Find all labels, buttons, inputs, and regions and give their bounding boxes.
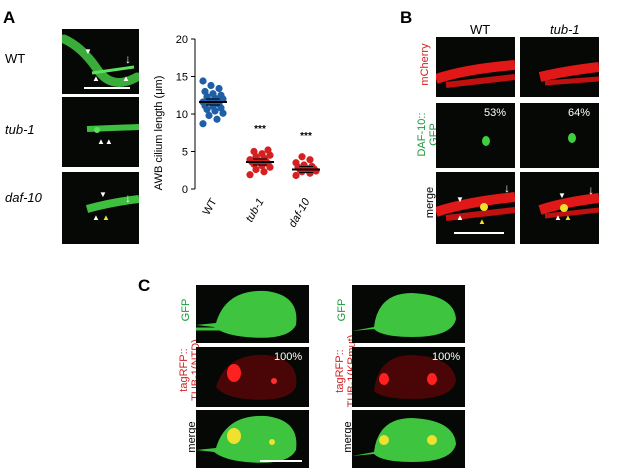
data-point [246, 171, 254, 179]
y-tick-label: 20 [176, 34, 188, 46]
significance-label: *** [300, 131, 312, 142]
pct-c-right: 100% [432, 351, 461, 363]
micrograph-c-right-merge [352, 410, 465, 468]
panel-b-letter: B [400, 8, 413, 27]
svg-text:↓: ↓ [125, 191, 131, 205]
micrograph-b-wt-merge: ▼ ▲ ▲ ↓ [436, 172, 515, 244]
row-label-daf10: daf-10 [5, 190, 42, 205]
y-tick-label: 10 [176, 109, 188, 121]
data-point [201, 87, 209, 96]
data-point [217, 91, 225, 99]
label-c-right-gfp: GFP [336, 298, 348, 322]
micrograph-b-tub1-mcherry [520, 37, 599, 97]
micrograph-b-tub1-gfp: 64% [520, 103, 599, 168]
svg-text:▲: ▲ [478, 217, 486, 226]
data-point [205, 111, 213, 120]
data-point [209, 90, 217, 98]
data-point [250, 147, 258, 156]
significance-label: *** [254, 124, 266, 135]
label-c-right-tagrfp-top: tagRFP:: [334, 349, 346, 393]
svg-text:▲: ▲ [92, 74, 100, 83]
data-point [199, 77, 207, 85]
svg-text:▲: ▲ [456, 213, 464, 222]
svg-text:▲: ▲ [554, 213, 562, 222]
data-point [199, 120, 207, 128]
micrograph-a-wt: ▼ ▲ ▲ ↓ [62, 29, 139, 94]
micrograph-a-daf10: ▼ ▲ ▲ ↓ [62, 172, 139, 244]
pct-c-left: 100% [274, 351, 303, 363]
micrograph-c-left-merge [196, 410, 309, 468]
label-c-left-gfp: GFP [180, 298, 192, 322]
label-mcherry: mCherry [419, 43, 431, 86]
col-label-wt: WT [470, 22, 491, 37]
data-point [260, 168, 268, 176]
data-point [300, 161, 308, 169]
data-point [213, 115, 221, 123]
micrograph-b-tub1-merge: ▼ ▲ ▲ ↓ [520, 172, 599, 244]
micrograph-b-wt-gfp: 53% [436, 103, 515, 168]
svg-text:▲▲: ▲▲ [97, 137, 113, 146]
micrograph-b-wt-mcherry [436, 37, 515, 97]
data-point [292, 171, 300, 180]
row-label-tub1: tub-1 [5, 122, 35, 137]
pct-b-tub1: 64% [568, 107, 591, 119]
data-point [207, 81, 215, 90]
svg-text:▲: ▲ [102, 213, 110, 222]
data-point [264, 146, 272, 154]
row-label-wt: WT [5, 51, 26, 66]
svg-text:▲: ▲ [92, 213, 100, 222]
col-label-tub1: tub-1 [550, 22, 580, 37]
label-merge-b: merge [424, 186, 436, 219]
svg-text:↓: ↓ [504, 181, 510, 195]
micrograph-c-right-rfp: 100% [352, 347, 465, 407]
svg-text:▲: ▲ [564, 213, 572, 222]
chart-ylabel: AWB cilium length (μm) [153, 76, 165, 191]
svg-text:↓: ↓ [125, 52, 131, 66]
data-point [258, 150, 266, 158]
svg-text:▼: ▼ [558, 191, 566, 200]
x-tick-label: WT [201, 196, 220, 217]
label-c-left-tagrfp-top: tagRFP:: [178, 348, 190, 392]
svg-text:▼: ▼ [99, 190, 107, 199]
y-tick-label: 0 [182, 184, 188, 196]
data-point [215, 84, 223, 93]
x-tick-label: tub-1 [244, 197, 267, 225]
micrograph-c-left-gfp [196, 285, 309, 343]
pct-b-wt: 53% [484, 107, 507, 119]
label-daf10: DAF-10:: [416, 112, 428, 157]
x-tick-label: daf-10 [287, 196, 313, 230]
data-point [306, 156, 314, 164]
y-tick-label: 5 [182, 147, 188, 159]
data-point [292, 159, 300, 167]
micrograph-a-tub1: ▲▲ [62, 97, 139, 167]
svg-text:▼: ▼ [456, 195, 464, 204]
panel-a-letter: A [3, 8, 16, 27]
y-tick-label: 15 [176, 72, 188, 84]
svg-text:↓: ↓ [588, 183, 594, 197]
awb-cilium-chart: AWB cilium length (μm) 0 5 10 15 20 WT tub-1 d… [153, 34, 320, 230]
data-point [298, 153, 306, 161]
micrograph-c-left-rfp: 100% [196, 347, 309, 407]
panel-c-letter: C [138, 276, 151, 295]
micrograph-c-right-gfp [352, 285, 465, 343]
svg-text:▲: ▲ [122, 74, 130, 83]
svg-text:▼: ▼ [84, 47, 92, 56]
